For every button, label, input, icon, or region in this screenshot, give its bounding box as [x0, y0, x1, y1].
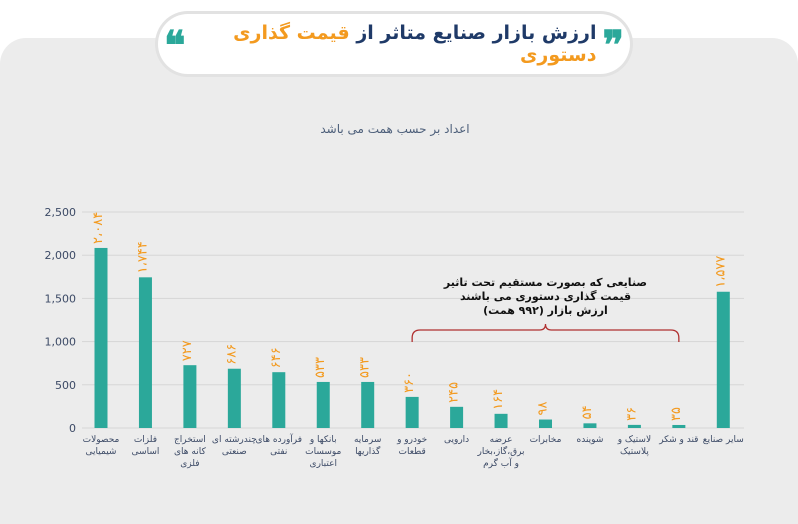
bar	[227, 368, 241, 428]
value-label: ۳۶۰	[402, 372, 417, 393]
bar	[361, 381, 375, 428]
annotation-text: ارزش بازار (۹۹۲ همت)	[483, 304, 608, 317]
value-label: ۳۶	[624, 407, 639, 421]
bar	[716, 291, 730, 428]
title-accent: قیمت گذاری دستوری	[233, 22, 597, 66]
category-label: بانکها و موسسات اعتباری	[305, 435, 341, 469]
bar	[272, 372, 286, 428]
y-tick-label: 2,500	[45, 206, 77, 219]
bar	[583, 423, 597, 428]
bar	[316, 381, 330, 428]
category-label: سایر صنایع	[703, 435, 744, 445]
value-label: ۱۶۴	[491, 389, 506, 410]
value-label: ۷۲۷	[180, 340, 195, 361]
chart-subtitle: اعداد بر حسب همت می باشد	[320, 122, 469, 137]
value-label: ۶۴۶	[269, 347, 284, 368]
y-tick-label: 0	[69, 422, 76, 435]
bar	[450, 406, 464, 428]
category-label: سرمایه گذاریها	[354, 435, 381, 457]
category-label: فلزات اساسی	[132, 435, 160, 457]
page-title: ارزش بازار صنایع متاثر از قیمت گذاری دست…	[192, 22, 597, 66]
value-label: ۱،۷۴۴	[135, 241, 150, 273]
value-label: ۲۴۵	[447, 382, 462, 403]
y-tick-label: 1,000	[45, 336, 77, 349]
category-label: لاستیک و پلاستیک	[617, 435, 651, 457]
value-label: ۹۸	[536, 402, 551, 416]
value-label: ۵۴	[580, 405, 595, 419]
y-tick-label: 1,500	[45, 292, 77, 305]
category-label: شوینده	[577, 435, 604, 445]
bar	[494, 413, 508, 428]
annotation-text: صنایعی که بصورت مستقیم تحت تاثیر	[443, 276, 647, 289]
value-label: ۵۳۳	[358, 357, 373, 378]
category-label: دارویی	[444, 435, 469, 445]
y-tick-label: 500	[55, 379, 76, 392]
close-quote-icon: ❝	[164, 22, 186, 69]
value-label: ۵۳۳	[313, 357, 328, 378]
open-quote-icon: ❞	[602, 22, 624, 69]
category-label: خودرو و قطعات	[396, 435, 427, 457]
category-label: استخراج کانه های فلزی	[174, 435, 207, 469]
annotation-text: قیمت گذاری دستوری می باشند	[460, 290, 631, 303]
category-label: فرآورده های نفتی	[256, 433, 303, 457]
title-main: ارزش بازار صنایع متاثر از	[349, 22, 597, 44]
bar	[94, 247, 108, 428]
category-label: محصولات شیمیایی	[83, 435, 120, 457]
title-banner: ❞ ارزش بازار صنایع متاثر از قیمت گذاری د…	[158, 14, 630, 74]
bar	[405, 396, 419, 428]
category-label: قند و شکر	[658, 435, 698, 445]
category-label: مخابرات	[530, 435, 562, 445]
value-label: ۲،۰۸۴	[91, 212, 106, 244]
category-label: چندرشته ای صنعتی	[212, 435, 257, 457]
bar	[138, 277, 152, 428]
value-label: ۶۸۶	[224, 344, 239, 365]
category-label: عرضه برق،گاز،بخار و آب گرم	[477, 435, 525, 469]
bar	[627, 424, 641, 428]
bar	[539, 419, 552, 428]
y-tick-label: 2,000	[45, 249, 77, 262]
bar	[672, 424, 686, 428]
annotation-bracket	[411, 323, 680, 342]
chart-panel	[0, 38, 798, 524]
bar	[183, 365, 197, 428]
value-label: ۳۵	[669, 407, 684, 421]
value-label: ۱،۵۷۷	[713, 256, 728, 288]
